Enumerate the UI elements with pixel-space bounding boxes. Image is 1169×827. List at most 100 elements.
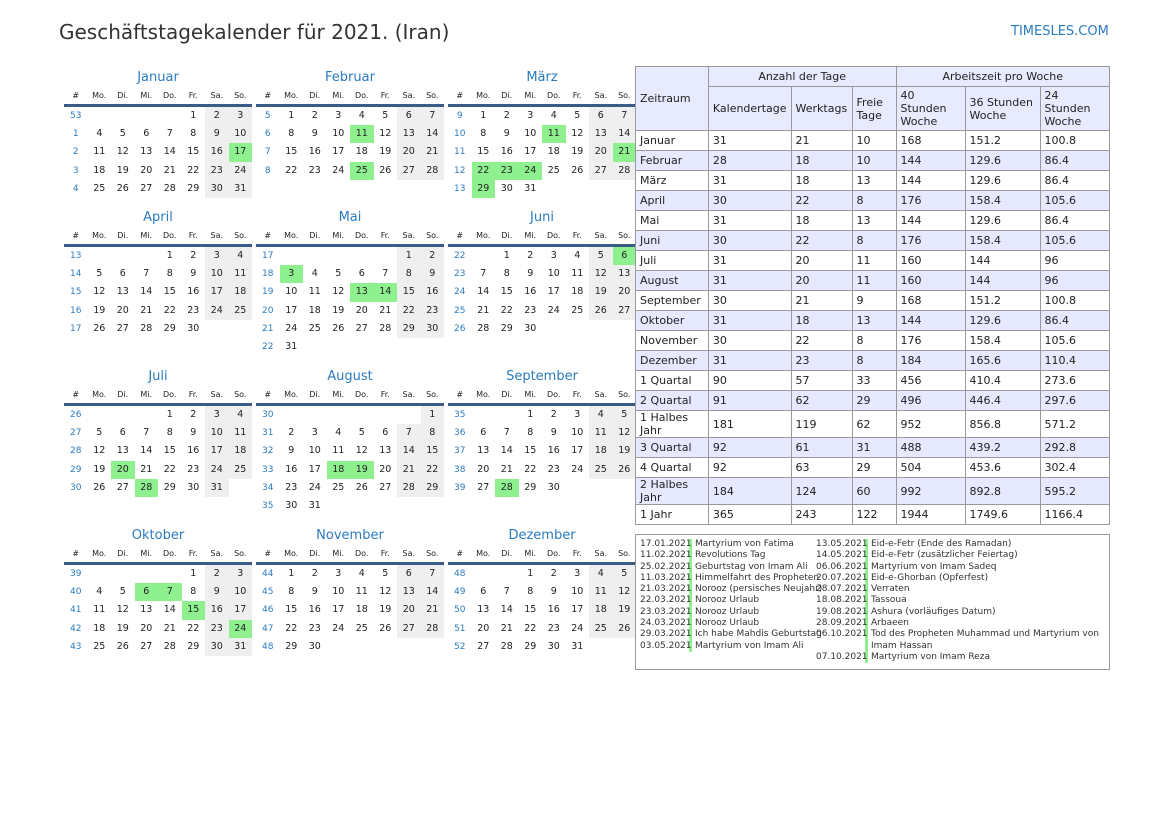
holiday-entry: 28.09.2021 Arbaeen — [816, 618, 1106, 630]
stat-value: 168 — [895, 290, 966, 311]
day-cell: 4 — [311, 268, 318, 280]
sub-header: Kalendertage — [707, 86, 792, 131]
day-cell: 20 — [589, 143, 613, 162]
day-cell: 31 — [308, 499, 321, 511]
period-label: März — [635, 170, 709, 191]
weekday-header: Mo. — [476, 231, 491, 240]
day-cell: 15 — [524, 445, 537, 457]
period-label: November — [635, 330, 709, 351]
day-cell: 26 — [116, 640, 129, 652]
day-cell: 7 — [503, 427, 510, 439]
month-calendar: Februar # Mo. Di. Mi. Do. Fr. Sa. So. 5 1 2 3 4 5 6 7 6 8 9… — [256, 68, 444, 180]
day-cell: 26 — [379, 622, 392, 634]
month-name: Juli — [148, 369, 168, 384]
period-label: April — [635, 190, 709, 211]
week-number: 26 — [70, 410, 82, 420]
empty-cell — [280, 247, 304, 265]
weekday-header: Di. — [501, 91, 513, 100]
day-cell: 30 — [205, 637, 229, 656]
day-cell: 15 — [285, 146, 298, 158]
header-divider — [256, 562, 444, 565]
weekday-header: Do. — [355, 549, 369, 558]
day-cell: 3 — [205, 406, 229, 425]
period-label: 2 Quartal — [635, 390, 709, 411]
day-cell: 31 — [285, 340, 298, 352]
week-number: 13 — [70, 251, 82, 261]
day-cell: 20 — [379, 463, 392, 475]
day-cell: 18 — [93, 622, 106, 634]
day-cell: 7 — [382, 268, 389, 280]
week-number: 11 — [454, 147, 466, 158]
empty-cell — [421, 338, 445, 356]
empty-cell — [88, 247, 112, 265]
day-cell: 27 — [397, 161, 421, 180]
day-cell: 27 — [397, 619, 421, 638]
day-cell: 23 — [524, 304, 537, 316]
day-cell: 6 — [143, 128, 150, 140]
weekday-header: Do. — [547, 390, 561, 399]
weekday-header: So. — [234, 91, 247, 100]
day-cell: 2 — [420, 247, 444, 266]
day-cell: 9 — [205, 125, 229, 144]
stat-value: 184 — [895, 350, 966, 371]
holiday-entry: 07.10.2021 Martyrium von Imam Reza — [816, 651, 1106, 664]
week-number: 32 — [262, 446, 274, 457]
holiday-name: Eid-e-Fetr (zusätzlicher Feiertag) — [871, 550, 1018, 561]
stat-value: 31 — [707, 210, 792, 231]
day-cell: 10 — [228, 583, 252, 602]
day-cell: 23 — [205, 161, 229, 180]
weekday-header: So. — [426, 231, 439, 240]
day-cell: 26 — [93, 322, 106, 334]
stat-value: 151.2 — [964, 130, 1041, 151]
holiday-entry: 11.02.2021 Revolutions Tag — [640, 550, 822, 562]
weekday-header: Mi. — [140, 390, 153, 399]
week-number: 31 — [262, 428, 274, 439]
day-cell: 5 — [358, 427, 365, 439]
day-cell: 12 — [93, 445, 106, 457]
day-cell: 3 — [228, 107, 252, 126]
holiday-entry: 14.05.2021 Eid-e-Fetr (zusätzlicher Feier… — [816, 550, 1106, 562]
weekday-header: Di. — [117, 91, 129, 100]
empty-cell — [111, 565, 135, 583]
day-cell: 13 — [116, 286, 129, 298]
day-cell: 25 — [571, 304, 584, 316]
stat-value: 63 — [790, 457, 853, 478]
stat-value: 446.4 — [964, 390, 1041, 411]
day-cell: 6 — [480, 427, 487, 439]
day-cell: 9 — [288, 445, 295, 457]
weekday-header: Mi. — [524, 549, 537, 558]
week-number: 25 — [454, 305, 466, 316]
weekday-header: Mo. — [92, 91, 107, 100]
day-cell: 9 — [503, 128, 510, 140]
header-divider — [256, 244, 444, 247]
stat-value: 160 — [895, 270, 966, 291]
empty-cell — [613, 180, 637, 198]
day-cell: 1 — [166, 250, 173, 261]
weekday-header: Sa. — [210, 231, 224, 240]
day-cell: 12 — [116, 146, 129, 158]
empty-cell — [421, 638, 445, 656]
day-cell: 27 — [355, 322, 368, 334]
stat-value: 144 — [964, 270, 1041, 291]
site-link[interactable]: TIMESLES.COM — [1011, 24, 1109, 39]
day-cell: 22 — [163, 304, 176, 316]
stat-value: 8 — [851, 230, 897, 251]
weekday-header: Di. — [117, 231, 129, 240]
day-cell: 5 — [589, 247, 613, 266]
empty-cell — [589, 479, 613, 497]
holiday-name: Eid-e-Fetr (Ende des Ramadan) — [871, 539, 1012, 549]
day-cell: 10 — [205, 424, 229, 443]
empty-cell — [327, 338, 351, 356]
day-cell: 1 — [480, 110, 487, 121]
weekday-header: So. — [234, 390, 247, 399]
empty-cell — [88, 107, 112, 125]
month-calendar: März # Mo. Di. Mi. Do. Fr. Sa. So. 9 1 2 3 4 5 6 7 10 8 9 10… — [448, 68, 637, 198]
month-name: Dezember — [508, 528, 576, 543]
day-cell: 22 — [420, 460, 444, 479]
week-number: 28 — [70, 446, 82, 457]
weekday-header: Mo. — [476, 390, 491, 399]
day-cell: 10 — [332, 128, 345, 140]
weekday-header: Sa. — [210, 549, 224, 558]
stat-value: 30 — [707, 290, 792, 311]
weekday-header: Mi. — [140, 91, 153, 100]
